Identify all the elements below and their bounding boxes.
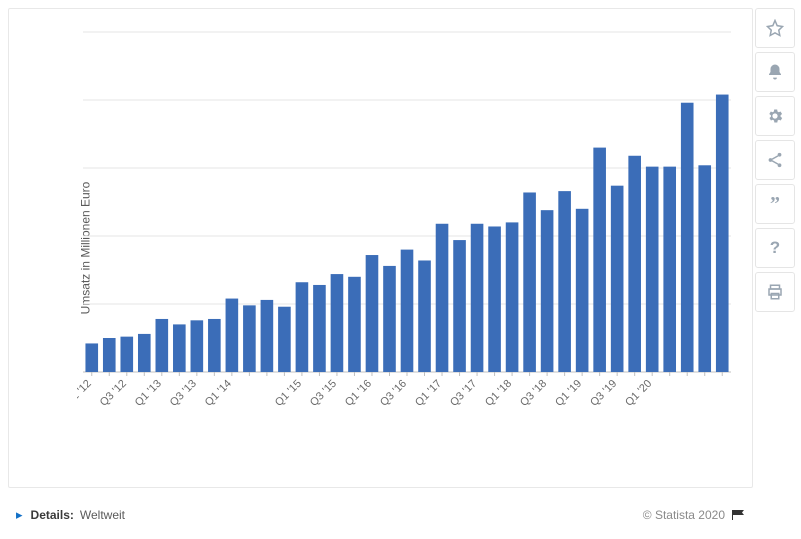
bar bbox=[348, 277, 361, 372]
bar bbox=[383, 266, 396, 372]
x-tick-label: Q1 '16 bbox=[343, 378, 374, 409]
bar bbox=[558, 191, 571, 372]
footer-details[interactable]: ▸ Details: Weltweit bbox=[16, 507, 125, 523]
bar bbox=[243, 305, 256, 372]
bar bbox=[698, 165, 711, 372]
x-tick-label: Q1 '18 bbox=[483, 378, 514, 409]
credit-text: © Statista 2020 bbox=[643, 508, 725, 522]
bar bbox=[85, 343, 98, 372]
x-tick-label: Q3 '17 bbox=[448, 378, 479, 409]
flag-icon[interactable] bbox=[731, 510, 745, 520]
bar bbox=[593, 148, 606, 372]
bar bbox=[156, 319, 169, 372]
bar bbox=[313, 285, 326, 372]
chart-footer: ▸ Details: Weltweit © Statista 2020 bbox=[8, 498, 753, 532]
bar bbox=[173, 324, 186, 372]
bar bbox=[366, 255, 379, 372]
bell-icon[interactable] bbox=[755, 52, 795, 92]
bar bbox=[208, 319, 221, 372]
help-icon[interactable]: ? bbox=[755, 228, 795, 268]
chart-toolbar: ” ? bbox=[755, 8, 795, 312]
print-icon[interactable] bbox=[755, 272, 795, 312]
x-tick-label: Q3 '12 bbox=[98, 378, 129, 409]
bar bbox=[663, 167, 676, 372]
bar bbox=[488, 226, 501, 372]
bar bbox=[120, 337, 133, 372]
gear-icon[interactable] bbox=[755, 96, 795, 136]
bar bbox=[103, 338, 116, 372]
star-icon[interactable] bbox=[755, 8, 795, 48]
bar-chart: 05001.0001.5002.0002.500Q1 '12Q3 '12Q1 '… bbox=[77, 27, 737, 427]
share-icon[interactable] bbox=[755, 140, 795, 180]
chevron-right-icon: ▸ bbox=[16, 507, 23, 523]
x-tick-label: Q3 '19 bbox=[588, 378, 619, 409]
bar bbox=[331, 274, 344, 372]
bar bbox=[401, 250, 414, 372]
x-tick-label: Q3 '16 bbox=[378, 378, 409, 409]
bar bbox=[576, 209, 589, 372]
x-tick-label: Q3 '15 bbox=[308, 378, 339, 409]
x-tick-label: Q3 '13 bbox=[168, 378, 199, 409]
bar bbox=[506, 222, 519, 372]
bar bbox=[191, 320, 204, 372]
bar bbox=[436, 224, 449, 372]
bar bbox=[646, 167, 659, 372]
bar bbox=[226, 299, 239, 372]
x-tick-label: Q3 '18 bbox=[518, 378, 549, 409]
bar bbox=[471, 224, 484, 372]
bar bbox=[523, 192, 536, 372]
x-tick-label: Q1 '17 bbox=[413, 378, 444, 409]
x-tick-label: Q1 '15 bbox=[273, 378, 304, 409]
x-tick-label: Q1 '13 bbox=[133, 378, 164, 409]
bar bbox=[296, 282, 309, 372]
quote-icon[interactable]: ” bbox=[755, 184, 795, 224]
bar bbox=[541, 210, 554, 372]
bar bbox=[611, 186, 624, 372]
x-tick-label: Q1 '14 bbox=[203, 378, 234, 409]
details-value: Weltweit bbox=[80, 508, 125, 522]
bar bbox=[453, 240, 466, 372]
x-tick-label: Q1 '20 bbox=[623, 378, 654, 409]
bar bbox=[716, 95, 729, 372]
x-tick-label: Q1 '12 bbox=[77, 378, 94, 409]
bar bbox=[278, 307, 291, 372]
bar bbox=[628, 156, 641, 372]
bar bbox=[681, 103, 694, 372]
bar bbox=[138, 334, 151, 372]
footer-credit: © Statista 2020 bbox=[643, 508, 745, 522]
bar bbox=[418, 260, 431, 372]
bar bbox=[261, 300, 274, 372]
x-tick-label: Q1 '19 bbox=[553, 378, 584, 409]
details-label: Details: bbox=[31, 508, 74, 522]
chart-container: Umsatz in Millionen Euro 05001.0001.5002… bbox=[8, 8, 753, 488]
